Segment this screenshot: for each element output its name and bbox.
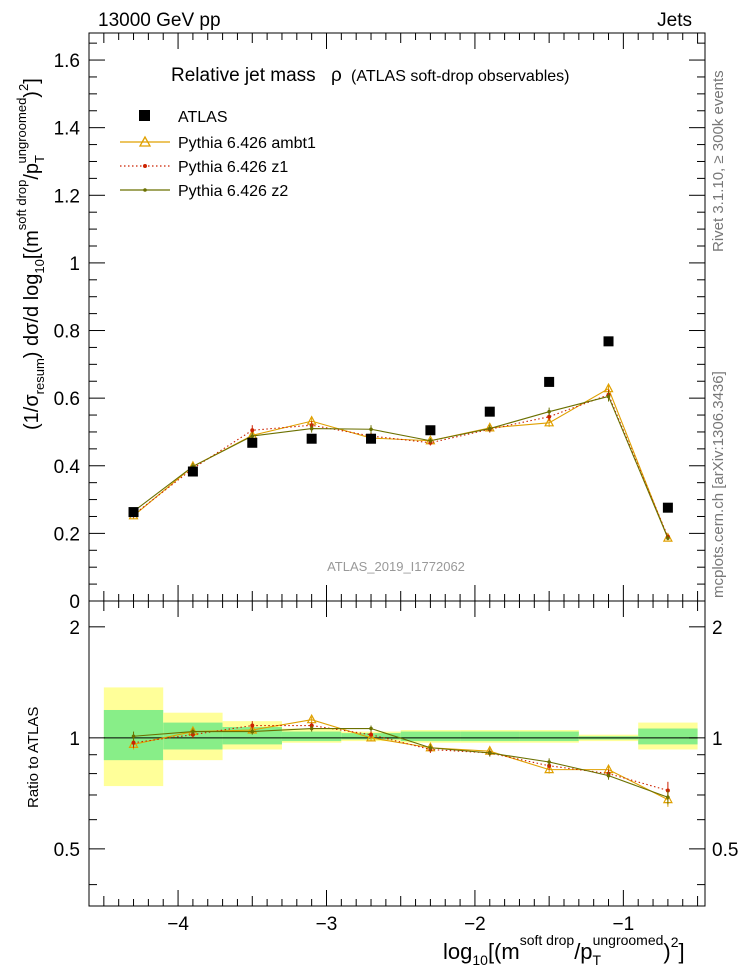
x-axis-title: log10[(msoft drop/pTungroomed)2] — [443, 932, 685, 968]
main-y-tick-label: 0.2 — [54, 524, 80, 545]
atlas-data-point — [187, 466, 198, 477]
main-y-tick-label: 1 — [69, 254, 80, 275]
ratio-z2-point — [666, 795, 670, 800]
ratio-z2-point — [487, 751, 492, 755]
main-z2-point — [309, 426, 314, 431]
x-tick-label: −2 — [464, 914, 486, 935]
legend-ambt1-label: Pythia 6.426 ambt1 — [178, 135, 316, 152]
ratio-z1-point — [250, 723, 255, 728]
plot-title-paren: (ATLAS soft-drop observables) — [351, 68, 569, 85]
legend-z1-marker — [143, 164, 147, 168]
ratio-z2-line — [133, 727, 669, 798]
main-y-tick-label: 1.4 — [54, 119, 81, 140]
atlas-data-point — [306, 433, 317, 444]
atlas-data-point — [366, 433, 377, 444]
atlas-data-point — [603, 336, 614, 347]
ratio-z2-point — [369, 726, 373, 731]
ratio-z2-point — [428, 745, 433, 750]
ratio-y-tick-label-right: 0.5 — [712, 840, 738, 861]
atlas-data-point — [128, 507, 139, 518]
mcplots-label: mcplots.cern.ch [arXiv:1306.3436] — [710, 371, 727, 598]
main-z2-point — [666, 536, 670, 540]
main-y-tick-label: 1.6 — [54, 51, 80, 72]
ratio-z2-point — [250, 729, 255, 734]
main-z2-line — [133, 395, 669, 539]
ratio-y-axis-title: Ratio to ATLAS — [25, 707, 42, 808]
ratio-z1-point — [131, 740, 136, 745]
atlas-data-point — [544, 376, 555, 387]
atlas-data-point — [662, 502, 673, 513]
ratio-y-tick-label-left: 1 — [69, 729, 80, 750]
legend-z2-marker — [143, 188, 147, 192]
ratio-y-tick-label-left: 0.5 — [54, 840, 80, 861]
ratio-band-inner — [400, 731, 461, 742]
header-energy-label: 13000 GeV pp — [98, 10, 221, 31]
main-y-tick-label-zero: 0 — [69, 592, 80, 613]
main-y-tick-label: 1.2 — [54, 186, 80, 207]
x-tick-label: −3 — [316, 914, 338, 935]
ratio-band-inner — [519, 731, 579, 742]
legend-z2-label: Pythia 6.426 z2 — [178, 183, 288, 200]
ratio-z2-point — [131, 734, 136, 739]
main-z1-point — [547, 414, 552, 419]
atlas-data-point — [484, 406, 495, 417]
rivet-label: Rivet 3.1.10, ≥ 300k events — [710, 70, 727, 252]
main-z1-line — [133, 394, 669, 537]
legend-ambt1-marker — [138, 135, 152, 147]
ratio-z2-point — [309, 726, 314, 731]
ratio-z1-point — [369, 732, 374, 737]
ratio-y-tick-label-right: 1 — [712, 729, 723, 750]
plot-title-rho: ρ — [331, 65, 342, 86]
ratio-plot-frame — [88, 600, 706, 907]
x-tick-label: −1 — [613, 914, 635, 935]
main-ambt1-point — [662, 532, 673, 542]
legend: ATLAS Pythia 6.426 ambt1 Pythia 6.426 z1… — [120, 109, 316, 200]
main-ambt1-point — [544, 417, 555, 427]
ratio-band-inner — [281, 731, 342, 742]
plot-title-main: Relative jet mass — [171, 65, 316, 86]
atlas-data-point — [247, 437, 258, 448]
legend-atlas-marker — [139, 110, 150, 121]
plot-title: Relative jet mass ρ (ATLAS soft-drop obs… — [171, 65, 570, 86]
atlas-data-point — [425, 425, 436, 436]
main-y-tick-label: 0.8 — [54, 322, 80, 343]
ratio-z2-point — [606, 773, 611, 778]
main-z1-point — [250, 428, 255, 433]
ratio-band-inner — [460, 731, 520, 742]
ratio-ambt1-point — [366, 732, 377, 742]
main-z2-point — [428, 438, 433, 443]
x-tick-label: −4 — [167, 914, 189, 935]
main-z2-point — [606, 394, 611, 399]
main-z2-point — [487, 426, 492, 431]
ratio-ambt1-point — [544, 763, 555, 774]
ratio-y-tick-label-left: 2 — [69, 618, 80, 639]
ratio-band-inner — [638, 728, 698, 745]
main-y-tick-label: 0.4 — [54, 457, 81, 478]
main-z2-point — [369, 427, 373, 432]
ratio-z2-point — [191, 729, 195, 734]
main-ambt1-line — [133, 387, 669, 539]
main-y-axis-title: (1/σresum) dσ/d log10[(msoft drop/pTungr… — [14, 78, 47, 430]
analysis-watermark: ATLAS_2019_I1772062 — [327, 559, 465, 574]
legend-z1-label: Pythia 6.426 z1 — [178, 159, 288, 176]
main-z2-point — [547, 409, 551, 414]
header-jets-label: Jets — [657, 10, 692, 31]
ratio-z2-point — [547, 760, 551, 764]
legend-atlas-label: ATLAS — [178, 109, 228, 126]
ratio-y-tick-label-right: 2 — [712, 618, 723, 639]
main-z2-point — [250, 434, 255, 438]
main-y-tick-label: 0.6 — [54, 389, 80, 410]
ratio-ambt1-line — [133, 719, 669, 801]
